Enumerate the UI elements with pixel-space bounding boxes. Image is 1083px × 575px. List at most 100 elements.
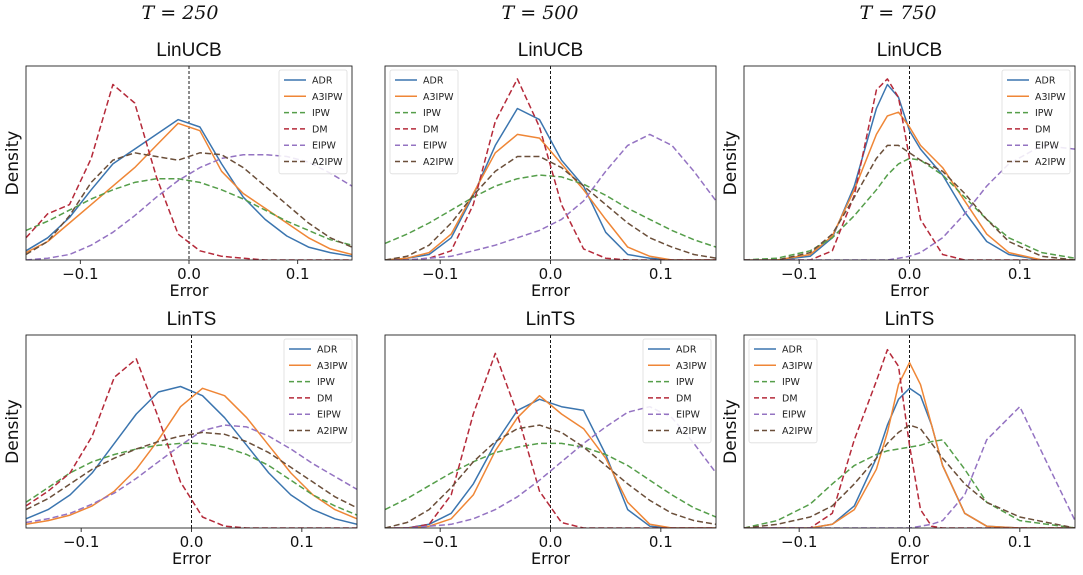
legend-label-a2ipw: A2IPW — [312, 157, 343, 168]
x-tick-label: 0.0 — [177, 265, 201, 283]
x-tick-label: 0.1 — [1008, 265, 1032, 283]
legend-label-a3ipw: A3IPW — [676, 361, 707, 372]
series-line-dm — [385, 78, 716, 260]
series-line-a3ipw — [385, 133, 716, 260]
x-tick-label: −0.1 — [781, 265, 817, 283]
legend-label-a3ipw: A3IPW — [317, 361, 348, 372]
x-tick-label: −0.1 — [781, 533, 817, 551]
legend-label-dm: DM — [676, 393, 692, 404]
legend-label-a2ipw: A2IPW — [317, 426, 348, 437]
legend-label-dm: DM — [782, 393, 798, 404]
x-axis-label: Error — [531, 549, 570, 568]
panel-title: LinTS — [167, 309, 217, 330]
x-tick-label: −0.1 — [62, 265, 98, 283]
series-line-a2ipw — [26, 431, 357, 511]
legend-label-a3ipw: A3IPW — [423, 92, 454, 103]
legend-label-ipw: IPW — [1035, 108, 1054, 119]
series-line-a2ipw — [385, 155, 716, 260]
panel-lints-3: LinTS −0.1 0.0 0.1 Error Density ADR A3IPW IPW DM… — [721, 309, 1076, 568]
x-tick-label: −0.1 — [422, 533, 458, 551]
series-line-eipw — [385, 133, 716, 260]
column-title-t750: T = 750 — [859, 2, 937, 24]
legend-label-eipw: EIPW — [423, 141, 448, 152]
series-line-ipw — [385, 174, 716, 248]
panel-lints-1: LinTS −0.1 0.0 0.1 Error Density ADR A3IPW IPW DM… — [3, 309, 358, 568]
x-axis-label: Error — [531, 281, 570, 300]
series-line-ipw — [26, 442, 357, 516]
legend-label-a2ipw: A2IPW — [782, 426, 813, 437]
series-line-a2ipw — [744, 424, 1075, 528]
legend-label-dm: DM — [317, 393, 333, 404]
series-line-ipw — [26, 177, 352, 246]
legend-label-dm: DM — [423, 124, 439, 135]
panel-title: LinUCB — [877, 40, 942, 61]
legend-label-a3ipw: A3IPW — [1035, 92, 1066, 103]
legend-label-adr: ADR — [782, 345, 803, 356]
legend-label-ipw: IPW — [317, 377, 336, 388]
panel-title: LinTS — [885, 309, 935, 330]
y-axis-label: Density — [3, 131, 23, 196]
x-tick-label: 0.1 — [649, 533, 673, 551]
series-line-a2ipw — [385, 424, 716, 528]
legend-label-eipw: EIPW — [317, 410, 342, 421]
panel-linucb-1: LinUCB −0.1 0.0 0.1 Error Density ADR A3IPW IPW D… — [3, 40, 353, 300]
x-tick-label: 0.0 — [898, 533, 922, 551]
legend-label-a3ipw: A3IPW — [312, 92, 343, 103]
legend: ADR A3IPW IPW DM EIPW A2IPW — [278, 69, 348, 175]
x-axis-label: Error — [890, 549, 929, 568]
series-line-adr — [26, 385, 357, 526]
panel-lints-2: LinTS −0.1 0.0 0.1 Error ADR A3IPW IPW DM EIPW A2I… — [384, 309, 717, 568]
series-line-a3ipw — [744, 361, 1075, 528]
legend-label-a3ipw: A3IPW — [782, 361, 813, 372]
series-line-a2ipw — [744, 144, 1075, 260]
legend: ADR A3IPW IPW DM EIPW A2IPW — [748, 338, 818, 444]
x-tick-label: 0.1 — [286, 265, 310, 283]
x-tick-label: 0.1 — [290, 533, 314, 551]
legend-label-dm: DM — [312, 124, 328, 135]
series-line-eipw — [385, 405, 716, 528]
series-line-ipw — [385, 442, 716, 518]
x-tick-label: 0.0 — [898, 265, 922, 283]
panel-title: LinUCB — [156, 40, 221, 61]
legend-label-a2ipw: A2IPW — [676, 426, 707, 437]
series-line-dm — [26, 83, 352, 260]
legend-label-eipw: EIPW — [676, 410, 701, 421]
legend: ADR A3IPW IPW DM EIPW A2IPW — [642, 338, 712, 444]
x-tick-label: 0.1 — [1008, 533, 1032, 551]
series-line-ipw — [744, 157, 1075, 260]
y-axis-label: Density — [3, 399, 23, 464]
legend-label-adr: ADR — [423, 76, 444, 87]
x-tick-label: −0.1 — [422, 265, 458, 283]
x-axis-label: Error — [890, 281, 929, 300]
series-line-dm — [26, 358, 357, 528]
legend-label-a2ipw: A2IPW — [423, 157, 454, 168]
series-line-a3ipw — [26, 387, 357, 526]
x-axis-label: Error — [170, 281, 209, 300]
series-line-a3ipw — [744, 111, 1075, 260]
column-title-t250: T = 250 — [141, 2, 219, 24]
legend-label-ipw: IPW — [676, 377, 695, 388]
panel-linucb-2: LinUCB −0.1 0.0 0.1 Error ADR A3IPW IPW DM EIPW A2… — [384, 40, 717, 300]
legend-label-ipw: IPW — [312, 108, 331, 119]
x-tick-label: 0.0 — [539, 265, 563, 283]
legend-label-eipw: EIPW — [782, 410, 807, 421]
series-line-dm — [744, 78, 1075, 260]
panel-title: LinTS — [526, 309, 576, 330]
legend: ADR A3IPW IPW DM EIPW A2IPW — [389, 69, 459, 175]
x-tick-label: 0.1 — [649, 265, 673, 283]
series-line-adr — [26, 118, 352, 258]
legend-label-adr: ADR — [676, 345, 697, 356]
y-axis-label: Density — [721, 131, 741, 196]
panel-title: LinUCB — [518, 40, 583, 61]
series-line-adr — [385, 398, 716, 528]
series-line-dm — [744, 348, 1075, 528]
legend: ADR A3IPW IPW DM EIPW A2IPW — [283, 338, 353, 444]
legend-label-a2ipw: A2IPW — [1035, 157, 1066, 168]
legend-label-adr: ADR — [312, 76, 333, 87]
series-line-ipw — [744, 439, 1075, 528]
legend-label-ipw: IPW — [782, 377, 801, 388]
legend-label-eipw: EIPW — [312, 141, 337, 152]
x-tick-label: −0.1 — [63, 533, 99, 551]
panel-linucb-3: LinUCB −0.1 0.0 0.1 Error Density ADR A3IPW IPW D… — [721, 40, 1076, 300]
